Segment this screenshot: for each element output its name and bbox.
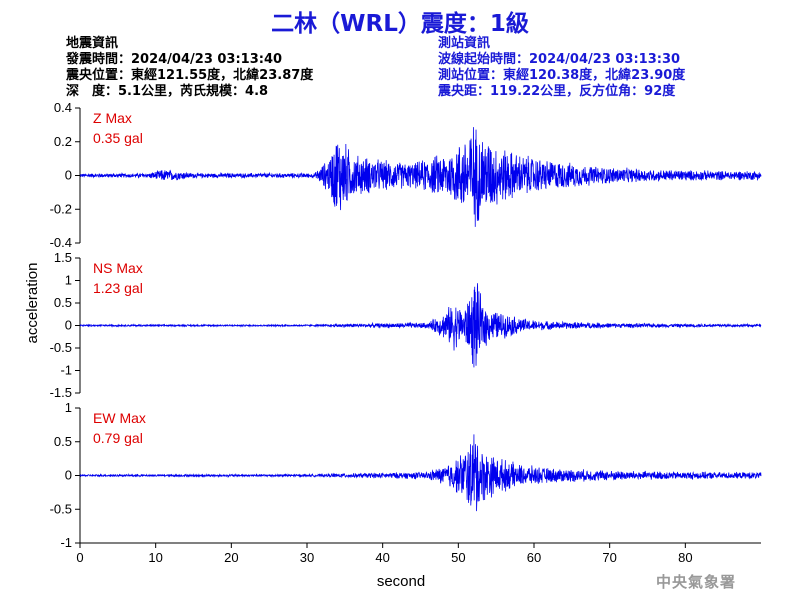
max-value-z: 0.35 gal bbox=[93, 130, 143, 146]
y-tick-label: 0.4 bbox=[54, 100, 72, 115]
max-label-ew: EW Max bbox=[93, 410, 146, 426]
max-label-ns: NS Max bbox=[93, 260, 143, 276]
waveform-z bbox=[79, 127, 762, 227]
station-location: 測站位置：東經120.38度，北緯23.90度 bbox=[438, 68, 686, 83]
epicenter-location: 震央位置：東經121.55度，北緯23.87度 bbox=[66, 68, 314, 83]
y-tick-label: -1 bbox=[60, 535, 72, 550]
y-tick-label: -0.5 bbox=[50, 340, 72, 355]
y-tick-label: -0.5 bbox=[50, 501, 72, 516]
y-tick-label: 0 bbox=[65, 168, 72, 183]
y-tick-label: 0 bbox=[65, 318, 72, 333]
max-label-z: Z Max bbox=[93, 110, 132, 126]
chart-title: 二林（WRL）震度：1級 bbox=[271, 11, 529, 37]
y-tick-label: 0 bbox=[65, 468, 72, 483]
event-info: 地震資訊 發震時間：2024/04/23 03:13:40 震央位置：東經121… bbox=[66, 36, 313, 100]
y-tick-label: 0.5 bbox=[54, 295, 72, 310]
x-tick-label: 50 bbox=[451, 550, 465, 565]
x-tick-label: 20 bbox=[224, 550, 238, 565]
max-value-ns: 1.23 gal bbox=[93, 280, 143, 296]
y-tick-label: -1.5 bbox=[50, 385, 72, 400]
y-axis-label: acceleration bbox=[24, 263, 41, 344]
agency-watermark: 中央氣象署 bbox=[656, 573, 737, 591]
x-tick-label: 70 bbox=[602, 550, 616, 565]
y-tick-label: -0.2 bbox=[50, 201, 72, 216]
depth-magnitude: 深 度：5.1公里，芮氏規模：4.8 bbox=[66, 84, 269, 99]
wave-start-time: 波線起始時間：2024/04/23 03:13:30 bbox=[438, 52, 681, 67]
y-tick-label: 0.5 bbox=[54, 434, 72, 449]
x-tick-label: 0 bbox=[76, 550, 83, 565]
epicentral-distance: 震央距：119.22公里，反方位角：92度 bbox=[438, 84, 676, 99]
y-tick-label: 1.5 bbox=[54, 250, 72, 265]
y-tick-label: 1 bbox=[65, 400, 72, 415]
x-tick-label: 40 bbox=[375, 550, 389, 565]
x-tick-label: 80 bbox=[678, 550, 692, 565]
waveform-ns bbox=[79, 283, 762, 368]
x-tick-label: 60 bbox=[527, 550, 541, 565]
waveform-ew bbox=[79, 434, 762, 512]
y-tick-label: 0.2 bbox=[54, 134, 72, 149]
origin-time: 發震時間：2024/04/23 03:13:40 bbox=[66, 52, 283, 67]
x-tick-label: 10 bbox=[148, 550, 162, 565]
y-tick-label: 1 bbox=[65, 273, 72, 288]
station-info-header: 測站資訊 bbox=[438, 36, 491, 51]
x-tick-label: 30 bbox=[300, 550, 314, 565]
max-value-ew: 0.79 gal bbox=[93, 430, 143, 446]
x-axis-label: second bbox=[377, 573, 425, 590]
y-tick-label: -0.4 bbox=[50, 235, 72, 250]
y-tick-label: -1 bbox=[60, 363, 72, 378]
event-info-header: 地震資訊 bbox=[66, 36, 119, 51]
station-info: 測站資訊 波線起始時間：2024/04/23 03:13:30 測站位置：東經1… bbox=[438, 36, 685, 100]
